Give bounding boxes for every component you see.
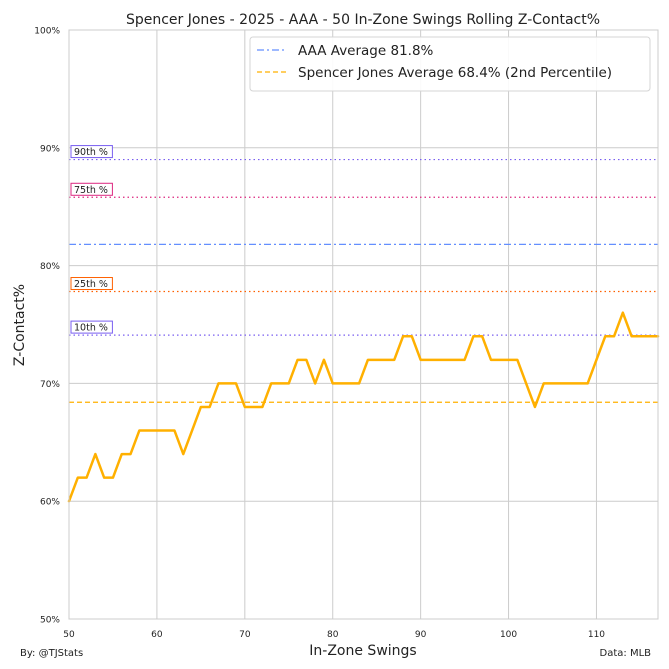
x-tick-label: 70 [239,630,251,640]
series-layer [67,311,660,503]
x-tick-label: 60 [151,630,163,640]
percentile-label-box [70,145,113,159]
y-tick-label: 80% [40,262,60,272]
tick-labels: 50% 60% 70% 80% 90% 100% 50 60 70 80 90 100 110 [34,27,605,641]
grid [68,29,658,620]
legend-label: AAA Average 81.8% [298,43,434,59]
percentile-label-box [70,182,113,196]
x-tick-label: 80 [327,630,339,640]
percentile-label: 90th % [74,147,108,158]
percentile-label: 75th % [74,185,108,196]
percentile-label-box [70,277,113,291]
x-tick-label: 50 [63,630,75,640]
percentile-label: 25th % [74,279,108,290]
plot-frame [68,29,659,620]
percentile-label-box [70,320,113,334]
y-tick-label: 70% [40,380,60,390]
y-tick-label: 100% [34,27,60,37]
reference-lines: 90th % 75th % 25th % 10th % [69,145,658,403]
series-line [67,311,660,503]
x-tick-label: 90 [415,630,427,640]
legend-box [249,36,651,92]
y-tick-label: 50% [40,616,60,626]
chart-title: Spencer Jones - 2025 - AAA - 50 In-Zone … [126,12,600,28]
legend: AAA Average 81.8% Spencer Jones Average 6… [249,36,651,92]
x-tick-label: 110 [588,630,605,640]
credit-source: Data: MLB [599,648,651,659]
percentile-label: 10th % [74,323,108,334]
x-tick-label: 100 [500,630,517,640]
y-tick-label: 90% [40,144,60,154]
x-axis-label: In-Zone Swings [309,643,416,659]
legend-label: Spencer Jones Average 68.4% (2nd Percent… [298,65,612,81]
credit-author: By: @TJStats [20,648,84,659]
y-tick-label: 60% [40,498,60,508]
y-axis-label: Z-Contact% [12,284,28,366]
